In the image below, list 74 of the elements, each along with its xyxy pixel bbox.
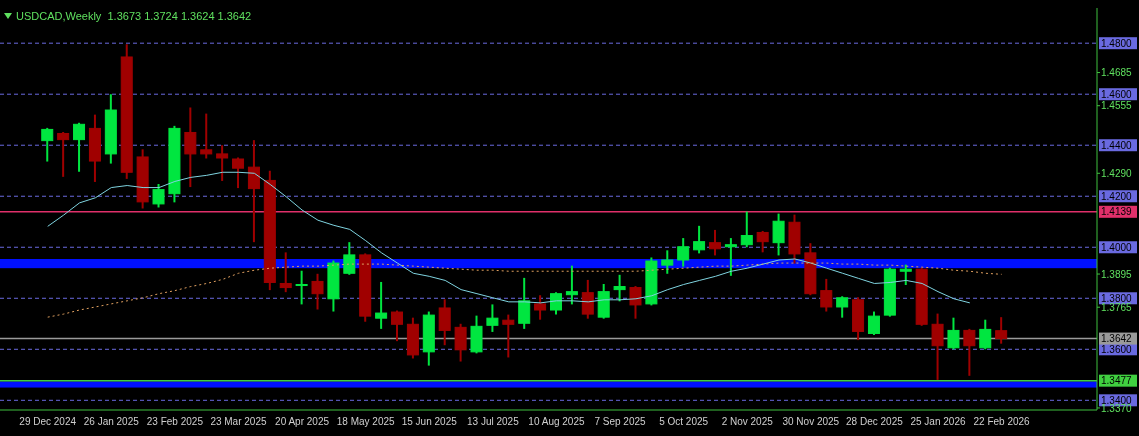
chart-title: USDCAD,Weekly 1.3673 1.3724 1.3624 1.3642 <box>16 10 252 22</box>
candlestick <box>820 277 833 313</box>
candlestick <box>963 327 976 377</box>
ref-line-label: 1.3477 <box>1101 375 1133 387</box>
candlestick <box>311 272 324 311</box>
candlestick <box>438 298 451 347</box>
x-tick-label: 26 Jan 2025 <box>83 416 140 428</box>
x-tick-label: 5 Oct 2025 <box>659 416 709 428</box>
candlestick <box>693 224 706 255</box>
x-tick-label: 7 Sep 2025 <box>594 416 647 428</box>
candlestick <box>247 139 260 244</box>
ref-line-label: 1.4139 <box>1101 206 1133 218</box>
x-tick-label: 25 Jan 2026 <box>910 416 966 428</box>
x-tick-label: 23 Mar 2025 <box>210 416 267 428</box>
x-tick-label: 10 Aug 2025 <box>528 416 585 428</box>
x-tick-label: 23 Feb 2025 <box>146 416 204 428</box>
candlestick <box>518 276 531 330</box>
candlestick <box>581 278 594 320</box>
y-tick-label: 1.4290 <box>1101 167 1133 179</box>
ref-line-label: 1.3642 <box>1101 333 1133 345</box>
x-tick-label: 22 Feb 2026 <box>973 416 1031 428</box>
x-tick-label: 20 Apr 2025 <box>275 416 330 428</box>
candlestick <box>200 112 213 160</box>
x-tick-label: 18 May 2025 <box>336 416 396 428</box>
candlestick <box>931 312 944 381</box>
candlestick <box>629 285 642 320</box>
candlestick <box>41 126 54 163</box>
candlestick <box>57 130 70 178</box>
candlestick <box>613 273 626 303</box>
candlestick <box>724 237 737 277</box>
candlestick <box>899 263 912 286</box>
candlestick <box>73 121 86 173</box>
y-tick-label: 1.4555 <box>1101 100 1133 112</box>
candlestick <box>661 249 674 275</box>
candlestick <box>534 294 547 321</box>
candlestick <box>152 183 165 209</box>
candlestick <box>740 210 753 249</box>
candlestick <box>375 280 388 330</box>
x-tick-label: 30 Nov 2025 <box>782 416 840 428</box>
candlestick <box>232 156 245 190</box>
candlestick <box>772 212 785 257</box>
x-tick-label: 13 Jul 2025 <box>467 416 520 428</box>
candlestick <box>979 318 992 351</box>
candlestick <box>454 322 467 363</box>
candlestick <box>995 316 1008 345</box>
candlestick <box>708 228 721 257</box>
ref-line-label: 1.3800 <box>1101 292 1133 304</box>
x-tick-label: 2 Nov 2025 <box>721 416 774 428</box>
candlestick <box>565 264 578 306</box>
ref-line-label: 1.4000 <box>1101 241 1133 253</box>
y-tick-label: 1.3895 <box>1101 268 1133 280</box>
y-tick-label: 1.3765 <box>1101 301 1133 313</box>
candlestick <box>486 303 499 333</box>
candlestick <box>836 295 849 319</box>
candlestick <box>391 309 404 343</box>
ref-line-label: 1.4200 <box>1101 190 1133 202</box>
candlestick <box>756 229 769 254</box>
x-tick-label: 29 Dec 2024 <box>19 416 77 428</box>
candlestick <box>184 106 197 189</box>
candlestick <box>295 269 308 306</box>
candlestick <box>502 313 515 359</box>
ref-line-label: 1.4400 <box>1101 139 1133 151</box>
candlestick <box>343 241 356 276</box>
candlestick <box>947 316 960 351</box>
candlestick <box>867 310 880 336</box>
candlestick <box>279 251 292 294</box>
ref-line-label: 1.3600 <box>1101 343 1133 355</box>
candlestick <box>216 144 229 182</box>
ref-line-label: 1.4800 <box>1101 37 1133 49</box>
x-tick-label: 15 Jun 2025 <box>401 416 458 428</box>
ref-line-label: 1.4600 <box>1101 88 1133 100</box>
candlestick <box>677 237 690 268</box>
y-tick-label: 1.4685 <box>1101 67 1133 79</box>
x-tick-label: 28 Dec 2025 <box>846 416 904 428</box>
